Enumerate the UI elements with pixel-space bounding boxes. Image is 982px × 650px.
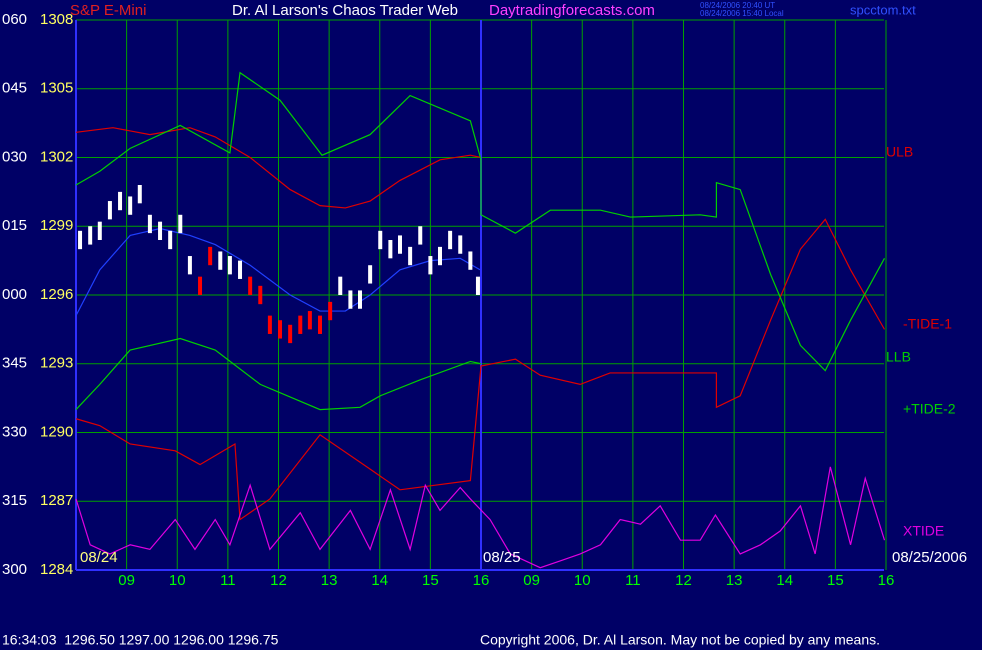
x-tick-label: 14 — [371, 572, 388, 589]
series-line — [75, 227, 481, 316]
series-label: XTIDE — [903, 523, 944, 539]
x-tick-label: 13 — [321, 572, 338, 589]
angle-label: 345 — [2, 355, 27, 372]
y-tick-label: 1308 — [40, 11, 73, 28]
x-tick-label: 13 — [726, 572, 743, 589]
series-label: +TIDE-2 — [903, 401, 956, 417]
status-line: 16:34:03 1296.50 1297.00 1296.00 1296.75 — [2, 632, 279, 648]
series-label: -TIDE-1 — [903, 316, 952, 332]
y-tick-label: 1302 — [40, 148, 73, 165]
x-tick-label: 09 — [118, 572, 135, 589]
site: Daytradingforecasts.com — [489, 2, 655, 19]
x-tick-label: 10 — [169, 572, 186, 589]
y-tick-label: 1296 — [40, 286, 73, 303]
x-tick-label: 16 — [878, 572, 895, 589]
series-label: LLB — [886, 349, 911, 365]
y-tick-label: 1287 — [40, 492, 73, 509]
chart-title: Dr. Al Larson's Chaos Trader Web — [232, 2, 458, 19]
x-tick-label: 10 — [574, 572, 591, 589]
y-tick-label: 1284 — [40, 561, 73, 578]
date-label: 08/25 — [483, 549, 521, 566]
x-tick-label: 11 — [220, 572, 236, 589]
copyright: Copyright 2006, Dr. Al Larson. May not b… — [480, 632, 880, 648]
angle-label: 000 — [2, 286, 27, 303]
x-tick-label: 12 — [270, 572, 287, 589]
series-line — [75, 466, 886, 569]
angle-label: 315 — [2, 492, 27, 509]
x-tick-label: 12 — [675, 572, 692, 589]
angle-label: 330 — [2, 423, 27, 440]
y-tick-label: 1293 — [40, 355, 73, 372]
x-tick-label: 15 — [827, 572, 844, 589]
timestamp: 08/24/2006 15:40 Local — [700, 9, 784, 18]
y-tick-label: 1290 — [40, 423, 73, 440]
plot-area — [75, 19, 887, 571]
timestamp: 08/24/2006 20:40 UT — [700, 1, 775, 10]
instrument: S&P E-Mini — [70, 2, 146, 19]
date-label: 08/24 — [80, 549, 118, 566]
angle-label: 060 — [2, 11, 27, 28]
angle-label: 045 — [2, 80, 27, 97]
y-tick-label: 1299 — [40, 217, 73, 234]
series-line — [75, 71, 886, 372]
x-tick-label: 14 — [776, 572, 793, 589]
y-tick-label: 1305 — [40, 80, 73, 97]
date-label: 08/25/2006 — [892, 549, 967, 566]
x-tick-label: 16 — [473, 572, 490, 589]
angle-label: 015 — [2, 217, 27, 234]
series-line — [75, 127, 482, 209]
angle-label: 300 — [2, 561, 27, 578]
series-label: ULB — [886, 144, 913, 160]
angle-label: 030 — [2, 148, 27, 165]
x-tick-label: 09 — [523, 572, 540, 589]
series-line — [75, 218, 886, 521]
file-name: spcctom.txt — [850, 2, 916, 17]
series-line — [75, 337, 482, 411]
x-tick-label: 15 — [422, 572, 439, 589]
x-tick-label: 11 — [625, 572, 641, 589]
